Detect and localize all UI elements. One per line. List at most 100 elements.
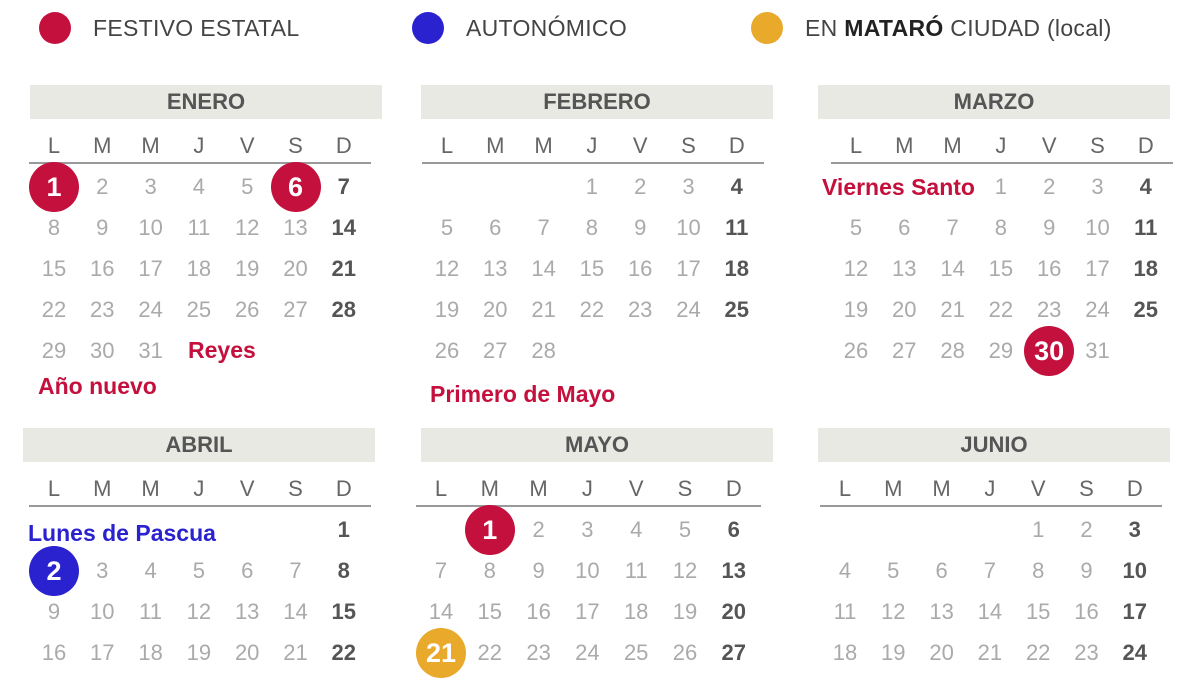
day-cell: 6 <box>727 517 740 542</box>
day-cell: 19 <box>881 640 906 665</box>
legend-local-prefix: EN <box>805 15 838 41</box>
legend-autonomico: AUTONÓMICO <box>466 15 628 41</box>
month-header: ENERO <box>30 85 382 119</box>
day-cell: 20 <box>283 256 308 281</box>
day-cell: 8 <box>1032 558 1045 583</box>
header-divider <box>416 505 761 507</box>
day-cell: 11 <box>624 558 648 583</box>
day-cell: 13 <box>929 599 954 624</box>
day-cell: 24 <box>138 297 163 322</box>
holiday-marker-estatal: 1 <box>29 162 79 212</box>
day-cell: 13 <box>483 256 508 281</box>
month-header: MARZO <box>818 85 1170 119</box>
weekday-label: D <box>728 133 745 158</box>
day-cell: 16 <box>627 256 653 281</box>
day-cell: 7 <box>337 174 350 199</box>
day-cell: 29 <box>988 338 1014 363</box>
day-cell: 17 <box>676 256 701 281</box>
day-cell: 23 <box>90 297 115 322</box>
day-cell: 14 <box>940 256 965 281</box>
day-cell: 12 <box>881 599 906 624</box>
day-cell: 24 <box>1122 640 1148 665</box>
day-cell: 5 <box>440 215 454 240</box>
day-cell: 27 <box>283 297 308 322</box>
day-cell: 31 <box>138 338 163 363</box>
month-header: JUNIO <box>818 428 1170 462</box>
weekday-label: V <box>239 133 255 158</box>
day-cell: 28 <box>531 338 556 363</box>
day-cell: 17 <box>90 640 115 665</box>
day-cell: 8 <box>994 215 1008 240</box>
day-cell: 18 <box>832 640 858 665</box>
weekday-label: V <box>239 476 255 501</box>
weekday-label: L <box>434 476 448 501</box>
weekday-label: S <box>288 133 303 158</box>
day-cell: 25 <box>186 297 212 322</box>
day-cell: 6 <box>241 558 254 583</box>
holiday-label: Año nuevo <box>38 373 157 399</box>
day-cell: 28 <box>940 338 965 363</box>
day-cell: 3 <box>96 558 109 583</box>
day-cell: 9 <box>532 558 545 583</box>
header-divider <box>820 505 1162 507</box>
day-cell: 19 <box>672 599 698 624</box>
weekday-label: J <box>984 476 996 501</box>
holiday-label: Viernes Santo <box>822 174 975 200</box>
weekday-label: D <box>1137 133 1154 158</box>
day-cell: 20 <box>892 297 917 322</box>
day-cell: 21 <box>940 297 965 322</box>
day-cell: 10 <box>1122 558 1148 583</box>
legend-local-city: MATARÓ <box>844 15 944 41</box>
weekday-label: M <box>529 476 548 501</box>
day-cell: 15 <box>331 599 357 624</box>
day-cell: 1 <box>994 174 1008 199</box>
weekday-label: L <box>440 133 454 158</box>
day-cell: 18 <box>623 599 649 624</box>
weekday-label: M <box>884 476 903 501</box>
day-cell: 26 <box>434 338 460 363</box>
weekday-label: M <box>141 476 160 501</box>
weekday-label: L <box>838 476 852 501</box>
day-cell: 17 <box>1122 599 1148 624</box>
day-cell: 18 <box>138 640 163 665</box>
day-cell: 19 <box>843 297 869 322</box>
day-cell: 24 <box>575 640 600 665</box>
day-cell: 24 <box>1085 297 1110 322</box>
day-cell: 4 <box>144 558 157 583</box>
day-cell: 21 <box>531 297 556 322</box>
day-cell: 27 <box>892 338 917 363</box>
day-cell: 12 <box>186 599 212 624</box>
month-mayo: MAYO <box>421 428 773 462</box>
day-cell: 3 <box>1091 174 1104 199</box>
weekday-label: S <box>1079 476 1094 501</box>
holiday-label: Primero de Mayo <box>430 381 616 407</box>
day-cell: 30 <box>90 338 115 363</box>
month-enero: ENERO <box>30 85 382 119</box>
weekday-label: S <box>288 476 303 501</box>
weekday-label: M <box>895 133 914 158</box>
holiday-marker-estatal: 1 <box>464 505 515 555</box>
weekday-label: V <box>632 133 648 158</box>
day-cell: 12 <box>234 215 260 240</box>
day-cell: 1 <box>1032 517 1045 542</box>
day-cell: 19 <box>234 256 260 281</box>
day-cell: 6 <box>898 215 911 240</box>
weekday-label: S <box>1090 133 1105 158</box>
day-cell: 12 <box>434 256 460 281</box>
day-cell: 1 <box>337 517 350 542</box>
weekday-label: M <box>943 133 962 158</box>
day-cell: 3 <box>682 174 695 199</box>
day-cell: 25 <box>724 297 750 322</box>
month-header: ABRIL <box>23 428 375 462</box>
local-dot-icon <box>751 12 783 44</box>
day-cell: 13 <box>283 215 308 240</box>
day-cell: 5 <box>241 174 254 199</box>
day-cell: 23 <box>1036 297 1062 322</box>
day-cell: 27 <box>483 338 508 363</box>
weekday-label: D <box>725 476 742 501</box>
day-cell: 7 <box>434 558 448 583</box>
day-cell: 22 <box>988 297 1014 322</box>
day-cell: 14 <box>977 599 1003 624</box>
day-cell: 20 <box>234 640 260 665</box>
day-cell: 3 <box>144 174 157 199</box>
